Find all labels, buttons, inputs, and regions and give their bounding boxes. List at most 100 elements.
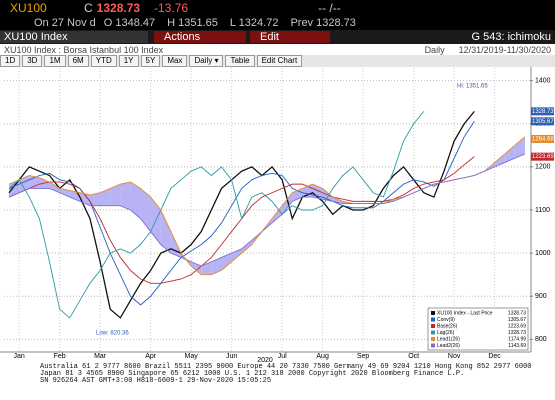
series-line xyxy=(8,153,526,267)
cloud xyxy=(130,181,141,219)
x-tick-label: Oct xyxy=(408,353,419,360)
series-line xyxy=(8,110,475,319)
x-tick-label: Dec xyxy=(488,353,501,360)
x-tick-label: Apr xyxy=(145,353,157,360)
legend-swatch xyxy=(431,337,435,341)
legend-swatch xyxy=(431,324,435,328)
toolbar-button[interactable]: 1Y xyxy=(118,55,139,67)
command-bar: XU100 Index Actions Edit G 543: ichimoku xyxy=(0,30,555,44)
y-tick-label: 1200 xyxy=(535,164,551,171)
description: XU100 Index : Borsa Istanbul 100 Index xyxy=(4,44,164,55)
date: On 27 Nov d xyxy=(34,17,96,29)
actions-menu[interactable]: Actions xyxy=(154,31,246,43)
toolbar-button[interactable]: YTD xyxy=(90,55,117,67)
x-tick-label: Jun xyxy=(226,353,237,360)
toolbar-button[interactable]: Edit Chart xyxy=(256,55,303,67)
cloud xyxy=(59,188,70,198)
price-tag-label: 1305.67 xyxy=(532,119,554,125)
cloud xyxy=(332,197,343,204)
ohlc-bar: On 27 Nov d O 1348.47 H 1351.65 L 1324.7… xyxy=(0,16,555,30)
change: -13.76 xyxy=(154,1,189,15)
cloud xyxy=(89,192,101,206)
legend-swatch xyxy=(431,330,435,335)
footer-line: SN 926264 AST GMT+3:00 H818-6609-1 29-No… xyxy=(40,377,272,385)
cloud xyxy=(231,248,242,262)
edit-menu[interactable]: Edit xyxy=(250,31,330,43)
footer-line: Japan 81 3 4565 8900 Singapore 65 6212 1… xyxy=(40,370,465,378)
cloud xyxy=(282,192,293,215)
cloud xyxy=(140,188,151,232)
legend-name: Conv(9) xyxy=(437,317,455,323)
cloud xyxy=(241,240,252,254)
open: O 1348.47 xyxy=(103,17,156,29)
x-tick-label: Nov xyxy=(448,353,461,360)
toolbar-button[interactable]: Daily ▾ xyxy=(189,55,224,67)
cloud xyxy=(514,136,525,159)
legend-swatch xyxy=(431,311,435,315)
toolbar-button[interactable]: 1M xyxy=(44,55,66,67)
hi-label: Hi: 1351.65 xyxy=(457,84,488,90)
toolbar-button[interactable]: 5Y xyxy=(140,55,161,67)
cloud xyxy=(201,261,212,275)
cloud xyxy=(504,145,515,163)
price-tag xyxy=(531,152,554,161)
legend-name: Lag(26) xyxy=(437,330,455,336)
toolbar-button[interactable]: 1D xyxy=(0,55,21,67)
legend-value: 1305.67 xyxy=(508,317,526,323)
low-label: Low: 820.36 xyxy=(96,331,129,337)
toolbar-button[interactable]: Max xyxy=(162,55,188,67)
price-tag-label: 1223.69 xyxy=(532,154,554,160)
cloud xyxy=(191,261,202,275)
legend-swatch xyxy=(431,343,435,348)
security-input[interactable]: XU100 Index xyxy=(0,31,148,43)
prev: Prev 1328.73 xyxy=(290,17,356,29)
footer: Australia 61 2 9777 8600 Brazil 5511 239… xyxy=(40,364,531,385)
x-tick-label: Feb xyxy=(54,353,66,360)
price-tag-label: 1264.68 xyxy=(532,137,554,143)
cloud xyxy=(272,205,283,223)
ticker: XU100 xyxy=(10,1,47,15)
legend-name: Lead2(26) xyxy=(437,343,460,349)
high: H 1351.65 xyxy=(167,17,218,29)
price-tag xyxy=(531,107,554,116)
series-line xyxy=(8,111,425,319)
x-tick-label: Mar xyxy=(94,353,107,360)
toolbar: 1D 3D 1M 6M YTD 1Y 5Y Max Daily ▾ Table Edit Chart xyxy=(0,55,555,67)
cloud xyxy=(170,231,182,258)
legend-swatch xyxy=(431,317,435,322)
x-axis-title: 2020 xyxy=(257,357,273,362)
legend-name: XU100 Index - Last Price xyxy=(437,310,493,316)
legend-value: 1174.99 xyxy=(508,336,526,342)
y-tick-label: 1000 xyxy=(535,250,551,257)
last-price: 1328.73 xyxy=(96,1,141,15)
cloud xyxy=(120,181,131,210)
legend-value: 1223.69 xyxy=(508,323,526,329)
x-tick-label: May xyxy=(185,353,199,360)
cloud xyxy=(49,181,60,193)
legend-name: Lead1(26) xyxy=(437,336,460,342)
x-tick-label: Jul xyxy=(278,353,287,360)
cloud xyxy=(494,153,505,167)
cloud xyxy=(100,188,111,206)
legend-value: 1143.69 xyxy=(508,343,526,349)
cloud xyxy=(211,257,222,275)
x-tick-label: Jan xyxy=(14,353,25,360)
period: Daily xyxy=(424,44,445,55)
toolbar-button[interactable]: 3D xyxy=(22,55,43,67)
cloud xyxy=(221,253,232,271)
description-bar: XU100 Index : Borsa Istanbul 100 Index D… xyxy=(0,44,555,55)
toolbar-button[interactable]: Table xyxy=(225,55,255,67)
footer-line: Australia 61 2 9777 8600 Brazil 5511 239… xyxy=(40,363,532,371)
cloud xyxy=(19,175,30,193)
low: L 1324.72 xyxy=(229,17,279,29)
legend-name: Base(26) xyxy=(437,323,458,329)
y-tick-label: 1400 xyxy=(535,77,551,84)
cloud xyxy=(110,184,121,206)
y-tick-label: 800 xyxy=(535,336,547,343)
c-label: C xyxy=(84,1,93,15)
chart: 2020 80090010001100120013001400JanFebMar… xyxy=(0,67,555,362)
toolbar-button[interactable]: 6M xyxy=(67,55,89,67)
function-name: G 543: ichimoku xyxy=(471,31,551,43)
price-tag xyxy=(531,134,554,143)
